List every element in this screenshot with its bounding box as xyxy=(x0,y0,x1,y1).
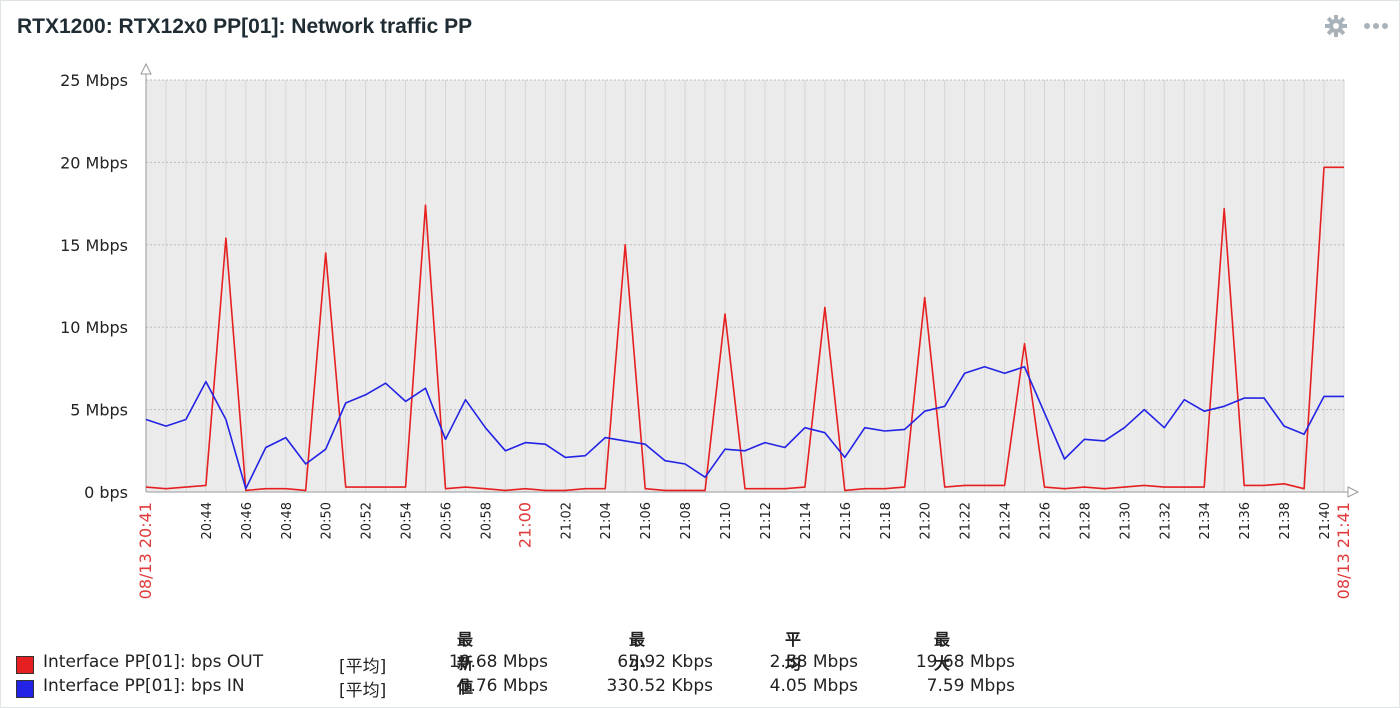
gear-icon[interactable] xyxy=(1323,13,1349,39)
legend-series-name: Interface PP[01]: bps IN xyxy=(43,676,245,696)
x-tick-label: 20:52 xyxy=(360,502,375,539)
y-tick-label: 20 Mbps xyxy=(60,153,128,172)
x-tick-label: 20:50 xyxy=(320,502,335,539)
x-tick-label: 21:06 xyxy=(639,502,654,539)
legend-header-avg: 平均 xyxy=(785,630,802,673)
x-tick-label: 20:58 xyxy=(479,502,494,539)
legend-min: 330.52 Kbps xyxy=(606,676,713,696)
x-tick-label: 21:34 xyxy=(1198,502,1213,539)
x-tick-label: 21:02 xyxy=(559,502,574,539)
y-tick-label: 25 Mbps xyxy=(60,71,128,90)
x-axis-arrow xyxy=(1347,486,1360,498)
legend-func: [平均] xyxy=(339,657,387,677)
legend-header-min: 最小 xyxy=(629,630,646,673)
x-tick-label: 21:40 xyxy=(1318,502,1333,539)
x-tick-label: 21:36 xyxy=(1238,502,1253,539)
series-line-out xyxy=(145,166,1344,492)
x-tick-label: 21:30 xyxy=(1118,502,1133,539)
x-tick-label: 20:54 xyxy=(400,502,415,539)
x-tick-label: 21:12 xyxy=(759,502,774,539)
x-tick-label: 20:56 xyxy=(440,502,455,539)
x-tick-label: 21:24 xyxy=(999,502,1014,539)
legend-last: 19.68 Mbps xyxy=(448,652,548,672)
x-tick-label: 21:14 xyxy=(799,502,814,539)
legend-avg: 4.05 Mbps xyxy=(769,676,858,696)
widget-title: RTX1200: RTX12x0 PP[01]: Network traffic… xyxy=(17,15,473,38)
x-tick-label: 21:08 xyxy=(679,502,694,539)
legend-func: [平均] xyxy=(339,681,387,701)
x-tick-label: 21:16 xyxy=(839,502,854,539)
x-tick-label: 21:10 xyxy=(719,502,734,539)
y-tick-label: 0 bps xyxy=(84,483,128,502)
traffic-chart: 0 bps 5 Mbps 10 Mbps 15 Mbps 20 Mbps 25 Mbps 0… xyxy=(60,62,1360,599)
legend-last: 5.76 Mbps xyxy=(459,676,548,696)
more-icon[interactable] xyxy=(1363,13,1389,39)
x-tick-label: 21:18 xyxy=(879,502,894,539)
x-tick-label: 20:44 xyxy=(200,502,215,539)
legend-min: 65.92 Kbps xyxy=(617,652,713,672)
x-label-start: 08/13 20:41 xyxy=(136,502,155,599)
legend-max: 19.68 Mbps xyxy=(915,652,1015,672)
legend-series-name: Interface PP[01]: bps OUT xyxy=(43,652,264,672)
x-tick-label: 20:46 xyxy=(240,502,255,539)
legend-row-in: Interface PP[01]: bps IN [平均] 5.76 Mbps … xyxy=(16,676,1116,701)
series-line-in xyxy=(145,365,1344,490)
legend-header-max: 最大 xyxy=(934,630,951,673)
x-tick-label: 21:38 xyxy=(1278,502,1293,539)
y-axis-arrow xyxy=(140,62,152,75)
x-label-end: 08/13 21:41 xyxy=(1334,502,1353,599)
x-tick-label: 21:22 xyxy=(959,502,974,539)
x-tick-label: 21:04 xyxy=(599,502,614,539)
legend-max: 7.59 Mbps xyxy=(926,676,1015,696)
y-tick-label: 15 Mbps xyxy=(60,236,128,255)
x-tick-label: 21:20 xyxy=(919,502,934,539)
x-tick-label: 21:26 xyxy=(1039,502,1054,539)
widget-header-icons xyxy=(1323,13,1389,39)
y-tick-label: 5 Mbps xyxy=(70,401,128,420)
x-tick-label: 20:48 xyxy=(280,502,295,539)
x-label-midnight: 21:00 xyxy=(515,502,534,548)
legend-row-out: Interface PP[01]: bps OUT [平均] 19.68 Mbp… xyxy=(16,652,1116,677)
x-tick-label: 21:28 xyxy=(1078,502,1093,539)
legend-avg: 2.58 Mbps xyxy=(769,652,858,672)
legend-swatch-in xyxy=(16,680,34,698)
y-tick-label: 10 Mbps xyxy=(60,318,128,337)
legend-header-last: 最新値 xyxy=(457,630,474,697)
x-tick-label: 21:32 xyxy=(1158,502,1173,539)
legend-swatch-out xyxy=(16,656,34,674)
